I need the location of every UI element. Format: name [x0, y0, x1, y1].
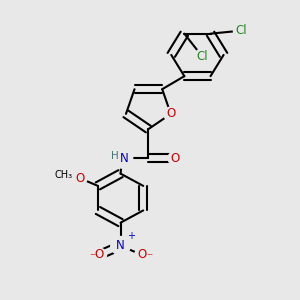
Text: N: N [120, 152, 128, 165]
Text: N: N [116, 239, 125, 252]
Text: O: O [137, 248, 146, 261]
Text: Cl: Cl [196, 50, 208, 63]
Circle shape [111, 236, 130, 255]
Text: O: O [95, 248, 104, 261]
Text: O: O [166, 107, 176, 120]
Circle shape [135, 248, 149, 262]
Text: CH₃: CH₃ [55, 170, 73, 180]
Text: ⁻: ⁻ [146, 251, 152, 265]
Text: O: O [171, 152, 180, 165]
Circle shape [73, 172, 87, 185]
Circle shape [168, 152, 182, 165]
Text: H: H [111, 151, 119, 161]
Circle shape [92, 248, 106, 262]
Text: ⁻: ⁻ [89, 251, 95, 265]
Circle shape [112, 148, 133, 168]
Circle shape [54, 166, 74, 184]
Circle shape [164, 107, 178, 121]
Text: O: O [75, 172, 85, 185]
Text: +: + [127, 231, 135, 241]
Circle shape [194, 49, 211, 64]
Circle shape [233, 23, 250, 38]
Text: Cl: Cl [236, 24, 248, 37]
